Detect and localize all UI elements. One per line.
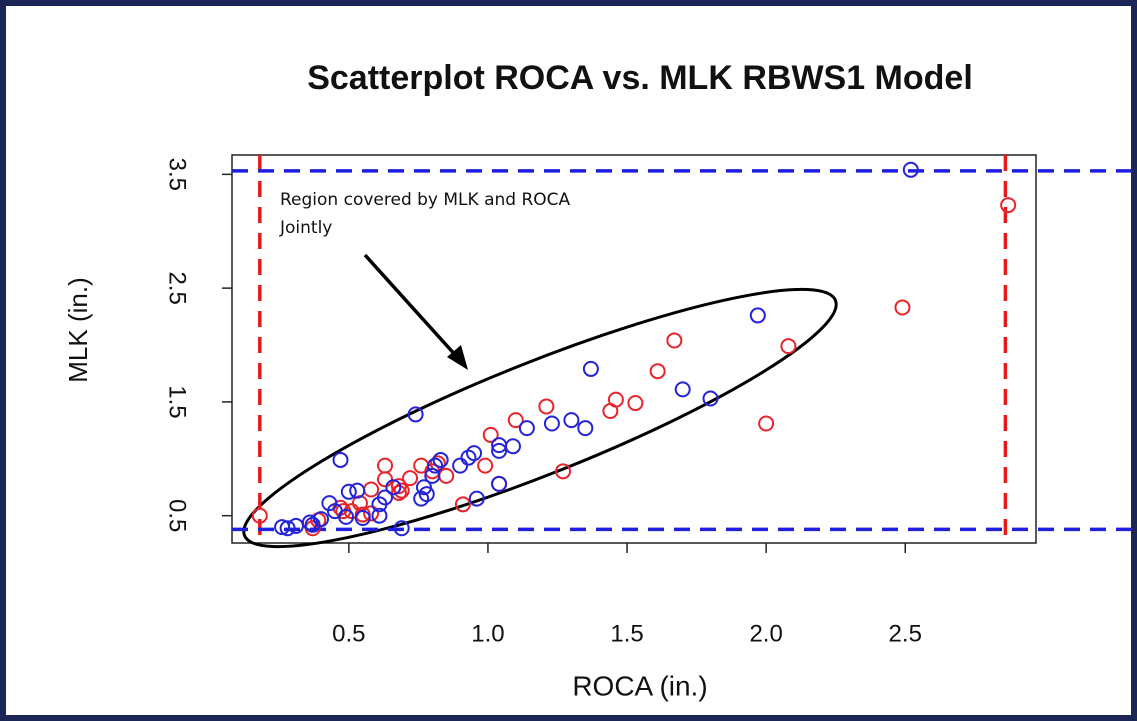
point	[518, 420, 535, 437]
point	[340, 483, 357, 500]
point	[349, 482, 366, 499]
point	[363, 505, 380, 522]
x-tick-label: 2.0	[749, 620, 782, 647]
point	[468, 490, 485, 507]
x-tick-label: 2.5	[889, 620, 922, 647]
point	[274, 519, 291, 536]
point	[577, 420, 594, 437]
point	[371, 496, 388, 513]
point	[780, 338, 797, 355]
point	[543, 415, 560, 432]
point	[507, 412, 524, 429]
point	[413, 490, 430, 507]
point	[454, 496, 471, 513]
point	[674, 381, 691, 398]
point	[332, 451, 349, 468]
point	[424, 467, 441, 484]
point	[702, 390, 719, 407]
point	[393, 520, 410, 537]
point	[363, 481, 380, 498]
point	[251, 507, 268, 524]
point	[460, 449, 477, 466]
point	[504, 438, 521, 455]
point	[338, 508, 355, 525]
point	[452, 457, 469, 474]
point	[304, 516, 321, 533]
x-tick-label: 1.5	[610, 620, 643, 647]
point	[666, 332, 683, 349]
point	[649, 363, 666, 380]
point	[563, 412, 580, 429]
point	[279, 520, 296, 537]
chart-title: Scatterplot ROCA vs. MLK RBWS1 Model	[307, 59, 973, 97]
point	[371, 507, 388, 524]
point	[354, 509, 371, 526]
point	[377, 471, 394, 488]
point	[377, 457, 394, 474]
point	[402, 470, 419, 487]
annotation: Jointly	[279, 218, 332, 238]
y-axis-label: MLK (in.)	[63, 277, 93, 382]
point	[407, 406, 424, 423]
point	[438, 467, 455, 484]
point	[902, 161, 919, 178]
point	[432, 451, 449, 468]
point	[393, 482, 410, 499]
x-tick-label: 0.5	[332, 620, 365, 647]
point	[491, 437, 508, 454]
point	[313, 511, 330, 528]
point	[427, 457, 444, 474]
point	[390, 484, 407, 501]
point	[627, 395, 644, 412]
point	[1000, 197, 1017, 214]
point	[385, 479, 402, 496]
point	[602, 403, 619, 420]
point	[749, 307, 766, 324]
point	[894, 299, 911, 316]
y-tick-label: 2.5	[164, 271, 191, 304]
point	[538, 398, 555, 415]
y-tick-label: 1.5	[164, 385, 191, 418]
point	[555, 463, 572, 480]
point	[582, 360, 599, 377]
point	[482, 426, 499, 443]
point	[491, 442, 508, 459]
plot-area	[231, 154, 1037, 544]
point	[758, 415, 775, 432]
point	[477, 457, 494, 474]
point	[321, 495, 338, 512]
y-tick-label: 0.5	[164, 499, 191, 532]
arrow-head	[447, 345, 468, 370]
region-ellipse	[242, 287, 838, 549]
x-tick-label: 1.0	[471, 620, 504, 647]
point	[415, 479, 432, 496]
point	[491, 475, 508, 492]
arrow-shaft	[363, 253, 460, 360]
annotation: Region covered by MLK and ROCA	[280, 190, 571, 210]
y-tick-label: 3.5	[164, 158, 191, 191]
x-axis-label: ROCA (in.)	[572, 670, 707, 701]
